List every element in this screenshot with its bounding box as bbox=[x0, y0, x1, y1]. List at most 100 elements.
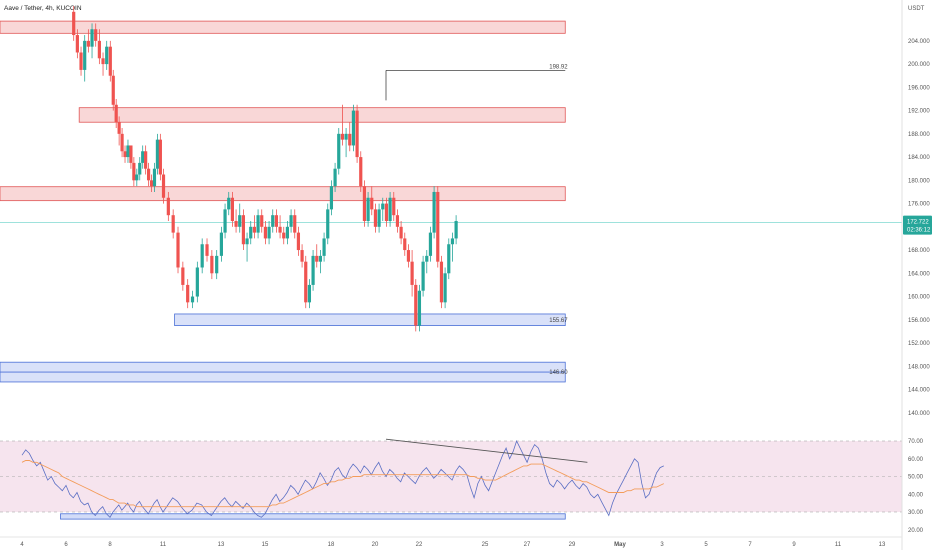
time-tick-label: 11 bbox=[160, 542, 167, 548]
candle-body bbox=[132, 162, 136, 181]
candle-body bbox=[289, 215, 293, 227]
rsi-pane bbox=[0, 438, 902, 520]
candle-body bbox=[278, 226, 282, 233]
candle-body bbox=[454, 221, 458, 239]
candle-body bbox=[260, 215, 264, 227]
time-tick-label: 18 bbox=[328, 542, 335, 548]
candle-body bbox=[166, 197, 170, 216]
price-tick-label: 140.000 bbox=[908, 411, 930, 417]
rsi-tick-label: 60.00 bbox=[908, 457, 924, 463]
time-tick-label: 8 bbox=[108, 542, 112, 548]
candle-body bbox=[97, 40, 101, 59]
resistance-zone bbox=[0, 186, 566, 202]
candle-body bbox=[417, 290, 422, 326]
price-tag-value: 172.722 bbox=[907, 220, 929, 226]
candle-body bbox=[158, 139, 162, 175]
candle-body bbox=[282, 232, 286, 239]
candle-body bbox=[161, 174, 166, 198]
candle-body bbox=[392, 197, 396, 216]
time-tick-label: 20 bbox=[372, 542, 379, 548]
candle-body bbox=[205, 244, 209, 256]
candle-body bbox=[117, 122, 121, 134]
resistance-zone bbox=[78, 107, 566, 123]
candle-body bbox=[326, 209, 330, 239]
candle-body bbox=[79, 52, 83, 70]
candle-body bbox=[274, 215, 279, 227]
candle-body bbox=[450, 238, 455, 245]
time-tick-label: 22 bbox=[416, 542, 423, 548]
chart-title: Aave / Tether, 4h, KUCOIN bbox=[4, 5, 82, 12]
candles bbox=[72, 6, 458, 332]
candle-body bbox=[362, 186, 367, 221]
price-zones: 155.67 146.60 bbox=[0, 20, 568, 383]
candle-body bbox=[443, 273, 447, 303]
candle-body bbox=[381, 203, 385, 210]
candle-body bbox=[388, 197, 392, 221]
candle-body bbox=[359, 157, 363, 187]
zone-label: 155.67 bbox=[549, 318, 568, 324]
price-tick-label: 168.000 bbox=[908, 248, 930, 254]
time-axis: 4 6 8 11 13 15 18 20 22 25 27 29 May 3 5 7 9 11 13 bbox=[0, 536, 902, 548]
candle-body bbox=[428, 232, 433, 256]
candle-body bbox=[263, 226, 268, 239]
candle-body bbox=[186, 284, 190, 303]
price-tick-label: 156.000 bbox=[908, 318, 930, 324]
candle-body bbox=[215, 255, 219, 274]
candle-body bbox=[129, 145, 133, 163]
candle-body bbox=[171, 215, 175, 233]
candle-body bbox=[439, 261, 444, 303]
rsi-tick-label: 20.00 bbox=[908, 528, 924, 534]
price-tick-label: 204.000 bbox=[908, 39, 930, 45]
candle-body bbox=[114, 104, 118, 123]
price-pane: Aave / Tether, 4h, KUCOIN 155.67 146.60 1… bbox=[0, 5, 902, 383]
candle-body bbox=[120, 133, 124, 152]
hline-label: 198.92 bbox=[549, 64, 568, 70]
candle-body bbox=[141, 151, 145, 163]
price-tick-label: 188.000 bbox=[908, 132, 930, 138]
candle-body bbox=[337, 133, 341, 169]
time-tick-label: 13 bbox=[218, 542, 225, 548]
candle-body bbox=[340, 133, 345, 140]
candle-body bbox=[234, 221, 238, 227]
time-tick-label: 25 bbox=[482, 542, 489, 548]
candle-body bbox=[105, 46, 109, 65]
candle-body bbox=[252, 226, 257, 233]
candle-body bbox=[72, 11, 76, 36]
rsi-support-zone bbox=[60, 513, 566, 520]
price-axis: USDT 140.000 144.000 148.000 152.000 156.000… bbox=[901, 0, 932, 550]
candle-body bbox=[436, 191, 440, 262]
rsi-tick-label: 40.00 bbox=[908, 492, 924, 498]
time-tick-label: 3 bbox=[660, 542, 664, 548]
candle-body bbox=[351, 110, 356, 146]
candle-body bbox=[245, 238, 249, 245]
candle-body bbox=[138, 162, 142, 175]
candle-body bbox=[406, 250, 411, 262]
candle-body bbox=[318, 255, 323, 262]
candle-body bbox=[123, 151, 127, 158]
candle-body bbox=[83, 40, 87, 70]
time-tick-label: 27 bbox=[524, 542, 531, 548]
candle-body bbox=[126, 145, 130, 158]
candle-body bbox=[249, 226, 253, 239]
zone-label: 146.60 bbox=[549, 370, 568, 376]
time-tick-label: May bbox=[614, 542, 626, 548]
candle-body bbox=[355, 110, 359, 158]
candle-body bbox=[86, 40, 90, 47]
candle-body bbox=[300, 250, 304, 262]
candle-body bbox=[399, 226, 403, 239]
candle-body bbox=[447, 244, 451, 274]
candle-body bbox=[395, 215, 400, 227]
candle-body bbox=[425, 255, 429, 262]
candle-body bbox=[108, 46, 112, 76]
candle-body bbox=[101, 58, 105, 65]
price-tick-label: 180.000 bbox=[908, 178, 930, 184]
price-tick-label: 176.000 bbox=[908, 202, 930, 208]
candle-body bbox=[344, 133, 348, 140]
candle-body bbox=[377, 209, 381, 227]
candle-body bbox=[195, 267, 199, 297]
candle-body bbox=[329, 186, 334, 210]
candle-body bbox=[176, 232, 180, 268]
candle-body bbox=[348, 133, 352, 146]
price-tick-label: 144.000 bbox=[908, 388, 930, 394]
